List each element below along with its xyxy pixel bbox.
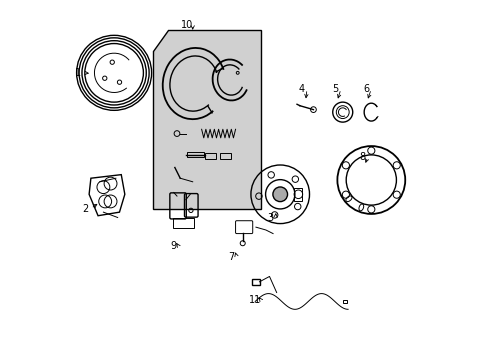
Bar (220, 153, 231, 158)
Text: 6: 6 (362, 84, 368, 94)
Bar (186, 153, 203, 157)
Text: 1: 1 (75, 68, 81, 78)
Text: 3: 3 (266, 212, 273, 222)
Text: 4: 4 (298, 84, 304, 94)
Polygon shape (153, 30, 260, 208)
Text: 8: 8 (359, 152, 365, 162)
Bar (342, 300, 346, 302)
Text: 11: 11 (248, 295, 261, 305)
Text: 7: 7 (228, 252, 234, 262)
Bar (173, 217, 193, 228)
Bar (251, 279, 259, 285)
Bar (294, 188, 302, 201)
Text: 2: 2 (82, 203, 88, 213)
Bar (204, 153, 216, 158)
Text: 5: 5 (332, 84, 338, 94)
Text: 9: 9 (170, 241, 176, 251)
Text: 10: 10 (181, 19, 193, 30)
Circle shape (272, 187, 287, 202)
